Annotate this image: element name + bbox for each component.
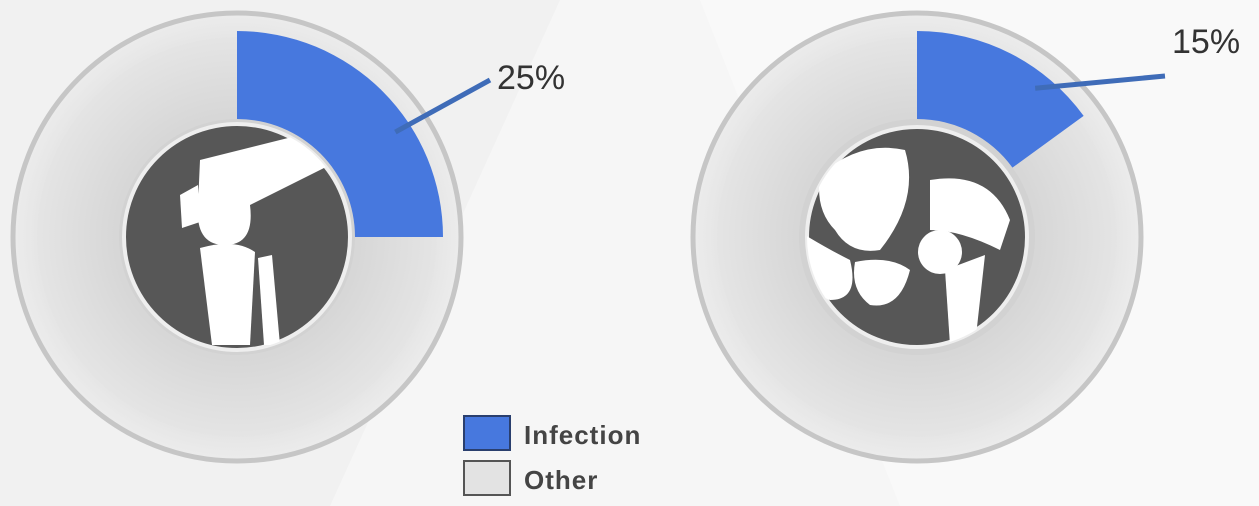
legend-label: Other [524, 465, 598, 495]
legend-swatch [464, 461, 510, 495]
infographic: 25% 15% Infection Other [0, 0, 1259, 506]
charts: 25% 15% [13, 13, 1240, 461]
value-label: 25% [497, 59, 565, 97]
legend-swatch [464, 416, 510, 450]
legend-label: Infection [524, 420, 641, 450]
page: {"chart_data": [ {"type": "pie", "catego… [0, 0, 1259, 506]
value-label: 15% [1172, 23, 1240, 61]
legend: Infection Other [464, 416, 641, 495]
